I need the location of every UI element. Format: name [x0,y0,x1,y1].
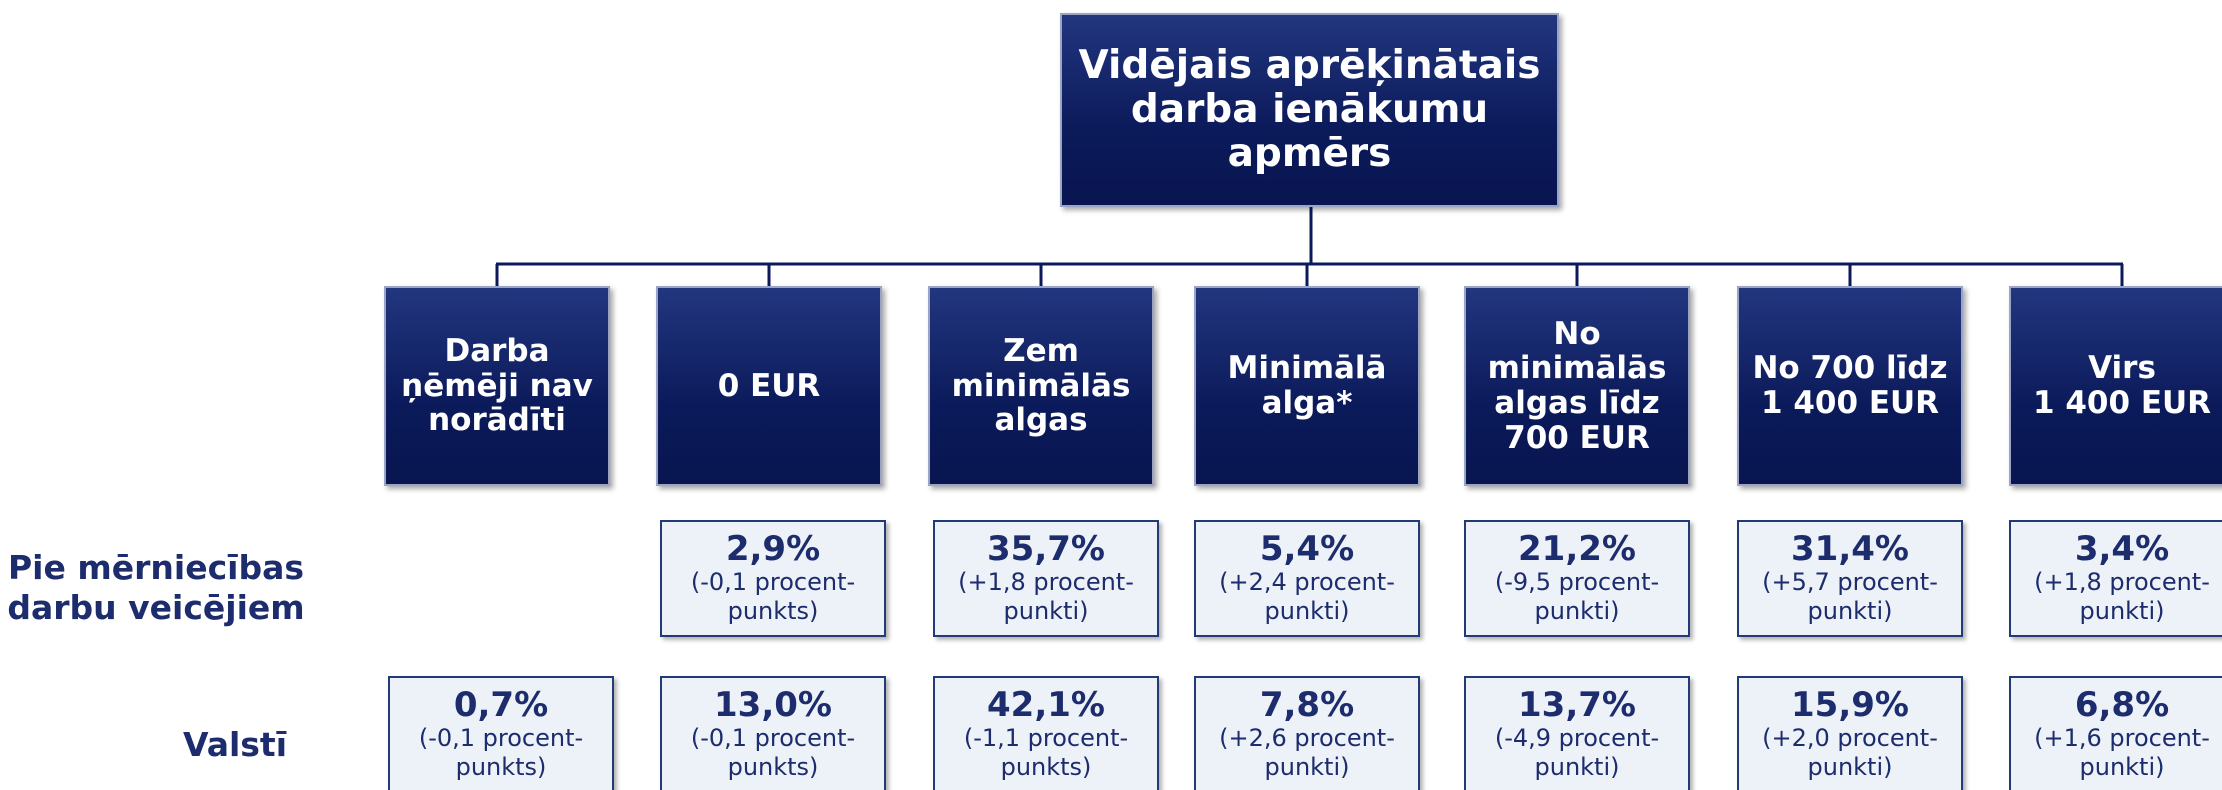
row-label: Valstī [150,725,320,765]
drop-lines [495,264,2124,286]
cell-change: punkts) [727,753,819,782]
header-line: algas līdz [1494,385,1660,421]
column-header: Virs 1 400 EUR [2009,286,2222,486]
cell-value: 0,7% [453,685,549,725]
row-label-line: darbu veicējiem [7,587,305,627]
cell-value: 5,4% [1259,529,1355,569]
row-label-line: Pie mērniecības [7,548,304,587]
cell-value: 42,1% [987,685,1105,725]
header-line: ņēmēji nav [401,367,593,404]
root-line: Vidējais aprēķinātais [1078,43,1541,89]
cell-change: (+5,7 procent- [1762,568,1938,597]
cell-change: (+1,8 procent- [2034,568,2210,597]
cell-change: punkts) [727,597,819,626]
header-line: minimālās [1487,350,1667,387]
column-header: No minimālās algas līdz 700 EUR [1464,286,1690,486]
root-node: Vidējais aprēķinātais darba ienākumu apmēr… [1060,13,1559,207]
column-header: Darba ņēmēji nav norādīti [384,286,610,486]
cell-value: 13,7% [1518,685,1636,725]
connector-lines [496,207,2123,266]
value-cell: 3,4% (+1,8 procent-punkti) [2009,520,2222,637]
cell-change: punkti) [1264,597,1350,626]
header-line: Minimālā [1227,350,1387,387]
cell-value: 15,9% [1791,685,1909,725]
header-line: norādīti [428,402,566,439]
column-header: 0 EUR [656,286,882,486]
header-line: Darba [444,332,550,369]
header-line: Virs [2088,350,2156,387]
cell-change: (-4,9 procent- [1494,724,1660,753]
cell-value: 6,8% [2074,685,2170,725]
cell-change: punkts) [455,753,547,782]
row-label-line: Valstī [182,725,288,764]
cell-change: (-0,1 procent- [690,568,856,597]
value-cell: 21,2% (-9,5 procent-punkti) [1464,520,1690,637]
row-label: Pie mērniecības darbu veicējiem [0,548,312,627]
header-line: 1 400 EUR [2032,385,2212,421]
cell-change: (+2,0 procent- [1762,724,1938,753]
column-header: Minimālā alga* [1194,286,1420,486]
cell-value: 2,9% [725,529,821,569]
cell-change: punkti) [2079,597,2165,626]
value-cell: 31,4% (+5,7 procent-punkti) [1737,520,1963,637]
header-line: 700 EUR [1504,419,1650,456]
root-line: apmērs [1227,130,1392,176]
root-line: darba ienākumu [1130,87,1489,133]
header-line: No 700 līdz [1752,350,1948,387]
cell-change: punkti) [1534,597,1620,626]
cell-value: 35,7% [987,529,1105,569]
cell-value: 31,4% [1791,529,1909,569]
cell-value: 13,0% [714,685,832,725]
cell-change: (-9,5 procent- [1494,568,1660,597]
value-cell: 35,7% (+1,8 procent-punkti) [933,520,1159,637]
cell-change: (-0,1 procent- [418,724,584,753]
header-line: minimālās [951,367,1131,404]
header-line: 0 EUR [717,367,821,404]
header-line: Zem [1003,332,1079,369]
cell-change: (+2,4 procent- [1219,568,1395,597]
cell-change: (+2,6 procent- [1219,724,1395,753]
header-line: alga* [1261,385,1353,421]
cell-change: punkts) [1000,753,1092,782]
value-cell: 0,7% (-0,1 procent-punkts) [388,676,614,790]
cell-change: (+1,8 procent- [958,568,1134,597]
cell-value: 7,8% [1259,685,1355,725]
value-cell: 42,1% (-1,1 procent-punkts) [933,676,1159,790]
value-cell: 2,9% (-0,1 procent-punkts) [660,520,886,637]
value-cell: 5,4% (+2,4 procent-punkti) [1194,520,1420,637]
cell-value: 3,4% [2074,529,2170,569]
cell-change: punkti) [1534,753,1620,782]
column-header: Zem minimālās algas [928,286,1154,486]
value-cell: 13,7% (-4,9 procent-punkti) [1464,676,1690,790]
value-cell: 13,0% (-0,1 procent-punkts) [660,676,886,790]
cell-change: punkti) [1003,597,1089,626]
cell-change: punkti) [1264,753,1350,782]
column-header: No 700 līdz 1 400 EUR [1737,286,1963,486]
cell-change: (-0,1 procent- [690,724,856,753]
value-cell: 15,9% (+2,0 procent-punkti) [1737,676,1963,790]
value-cell: 7,8% (+2,6 procent-punkti) [1194,676,1420,790]
cell-change: punkti) [2079,753,2165,782]
cell-change: (-1,1 procent- [963,724,1129,753]
header-line: No [1553,315,1601,352]
header-line: 1 400 EUR [1760,385,1940,421]
cell-change: punkti) [1807,753,1893,782]
value-cell: 6,8% (+1,6 procent-punkti) [2009,676,2222,790]
cell-value: 21,2% [1518,529,1636,569]
cell-change: punkti) [1807,597,1893,626]
cell-change: (+1,6 procent- [2034,724,2210,753]
header-line: algas [994,402,1088,439]
